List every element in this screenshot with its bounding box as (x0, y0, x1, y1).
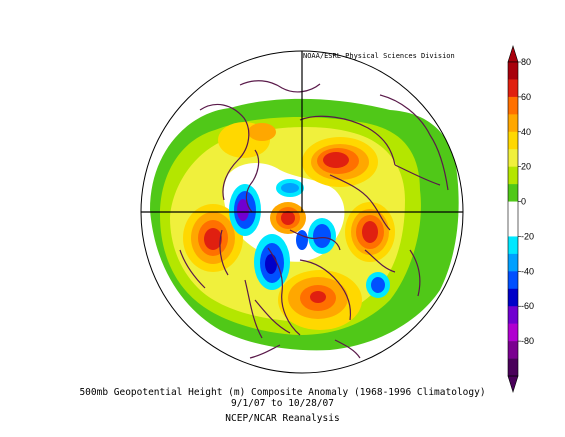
colorbar-segment (508, 166, 518, 185)
colorbar-tick-label: 80 (521, 57, 531, 67)
colorbar-segment (508, 114, 518, 133)
colorbar-tick-label: -40 (521, 266, 534, 276)
colorbar-segment (508, 288, 518, 307)
colorbar-segment (508, 131, 518, 150)
colorbar-tick-label: 0 (521, 197, 526, 207)
colorbar-segment (508, 306, 518, 324)
colorbar-tick-label: -80 (521, 336, 534, 346)
colorbar: 80 60 40 20 0 -20 -40 -60 -80 (507, 44, 534, 394)
colorbar-segment (508, 201, 518, 220)
colorbar-segment (508, 79, 518, 98)
colorbar-frame (507, 61, 519, 377)
caption-dates: 9/1/07 to 10/28/07 (231, 398, 334, 409)
coastlines (179, 80, 449, 359)
colorbar-tick-label: 40 (521, 127, 531, 137)
colorbar-max-arrow (507, 44, 519, 63)
caption-source: NCEP/NCAR Reanalysis (225, 413, 340, 424)
colorbar-segment (508, 236, 518, 255)
colorbar-segment (508, 219, 518, 237)
colorbar-segment (508, 149, 518, 167)
caption-title: 500mb Geopotential Height (m) Composite … (79, 387, 486, 398)
credit-text: NOAA/ESRL Physical Sciences Division (303, 52, 455, 60)
negative-anomaly-top (296, 230, 308, 250)
colorbar-segment (508, 271, 518, 290)
colorbar-segment (508, 358, 518, 377)
colorbar-tick-label: -60 (521, 301, 534, 311)
colorbar-tick-label: 20 (521, 162, 531, 172)
colorbar-segment (508, 96, 518, 115)
colorbar-segment (508, 323, 518, 342)
colorbar-segment (508, 62, 518, 80)
colorbar-segment (508, 341, 518, 359)
colorbar-segment (508, 253, 518, 272)
colorbar-segment (508, 184, 518, 202)
colorbar-tick-label: 60 (521, 92, 531, 102)
colorbar-tick-label: -20 (521, 231, 534, 241)
